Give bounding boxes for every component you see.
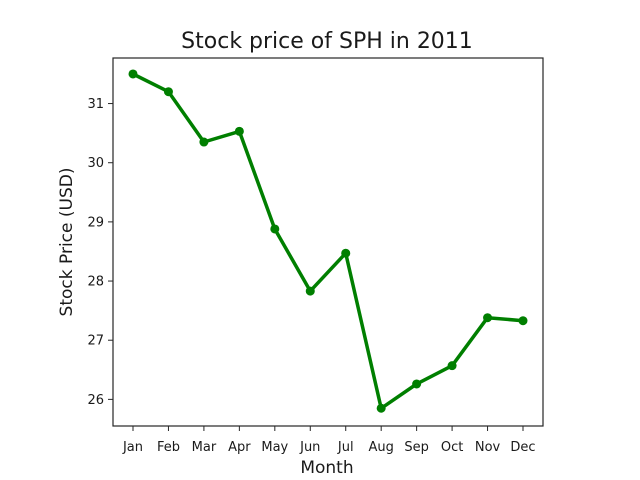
data-point <box>305 286 315 296</box>
data-point <box>234 126 244 136</box>
x-tick-label: May <box>261 440 288 455</box>
data-point <box>412 379 422 389</box>
y-axis-label: Stock Price (USD) <box>57 168 77 317</box>
y-tick-label: 29 <box>87 215 104 230</box>
x-tick-label: Jan <box>122 440 143 455</box>
x-tick-label: Mar <box>192 440 217 455</box>
x-tick-label: Sep <box>404 440 429 455</box>
plot-area: 26 27 28 29 30 31 Jan Feb Mar Apr May Jun Jul Aug Sep O… <box>87 57 544 455</box>
y-tick-label: 28 <box>87 275 104 290</box>
data-point <box>447 361 457 371</box>
x-tick-label: Apr <box>228 440 251 455</box>
data-point <box>341 248 351 258</box>
data-point <box>518 316 528 326</box>
y-tick-label: 30 <box>87 156 104 171</box>
x-tick-label: Jun <box>299 440 320 455</box>
series-line <box>131 72 525 411</box>
x-tick-label: Feb <box>157 440 180 455</box>
x-tick-label: Aug <box>368 440 393 455</box>
x-tick-label: Dec <box>510 440 535 455</box>
data-point <box>199 137 209 147</box>
data-point <box>128 69 138 79</box>
data-point <box>483 313 493 323</box>
x-tick-label: Nov <box>475 440 501 455</box>
data-point <box>270 224 280 234</box>
y-tick-label: 26 <box>87 393 104 408</box>
plot-frame <box>112 57 544 427</box>
data-point <box>163 87 173 97</box>
x-tick-label: Oct <box>441 440 463 455</box>
chart-title: Stock price of SPH in 2011 <box>181 29 473 54</box>
y-tick-label: 31 <box>87 97 104 112</box>
data-point <box>376 403 386 413</box>
x-axis-label: Month <box>300 458 353 478</box>
y-tick-label: 27 <box>87 334 104 349</box>
x-tick-label: Jul <box>337 440 354 455</box>
